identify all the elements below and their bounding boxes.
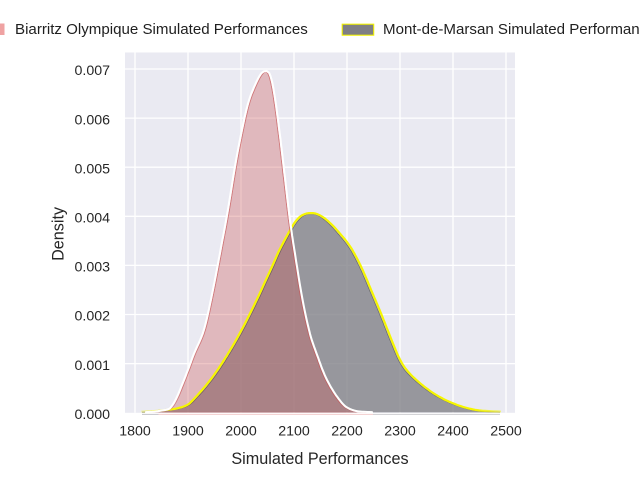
- svg-text:Density: Density: [50, 206, 68, 261]
- svg-text:2400: 2400: [437, 424, 469, 440]
- svg-text:2200: 2200: [331, 424, 363, 440]
- svg-text:1900: 1900: [172, 424, 204, 440]
- svg-text:2500: 2500: [490, 424, 522, 440]
- svg-text:Biarritz Olympique Simulated P: Biarritz Olympique Simulated Performance…: [15, 21, 308, 38]
- svg-text:Simulated Performances: Simulated Performances: [231, 450, 408, 468]
- svg-text:0.006: 0.006: [74, 112, 110, 128]
- svg-text:2300: 2300: [384, 424, 416, 440]
- svg-text:2000: 2000: [225, 424, 257, 440]
- svg-text:0.002: 0.002: [74, 309, 110, 325]
- svg-text:0.001: 0.001: [74, 358, 110, 374]
- svg-text:0.005: 0.005: [74, 161, 110, 177]
- svg-text:2100: 2100: [278, 424, 310, 440]
- svg-text:0.003: 0.003: [74, 260, 110, 276]
- svg-text:0.007: 0.007: [74, 63, 110, 79]
- svg-text:0.004: 0.004: [74, 211, 110, 227]
- svg-text:1800: 1800: [119, 424, 151, 440]
- svg-text:0.000: 0.000: [74, 407, 110, 423]
- svg-text:Mont-de-Marsan Simulated Perfo: Mont-de-Marsan Simulated Performances: [383, 21, 640, 38]
